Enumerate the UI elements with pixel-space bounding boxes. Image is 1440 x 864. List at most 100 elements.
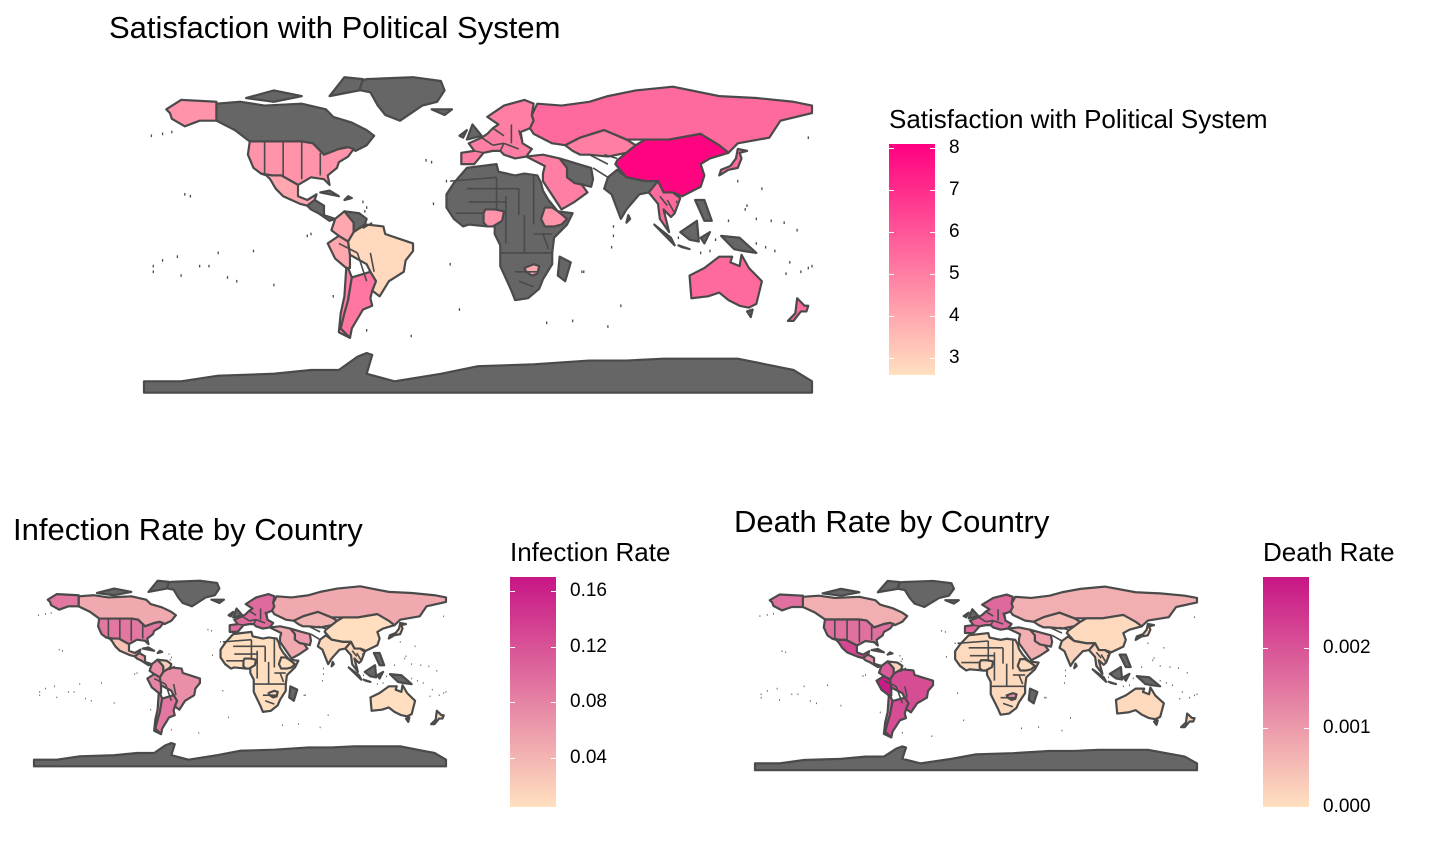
infection-small-island-dot bbox=[303, 694, 305, 696]
death-country-border bbox=[1003, 613, 1005, 621]
infection-small-island-dot bbox=[386, 675, 387, 678]
death-country-border bbox=[1052, 635, 1062, 641]
satisfaction-island-shape bbox=[432, 109, 452, 115]
infection-small-island-dot bbox=[362, 653, 363, 655]
infection-small-island-dot bbox=[319, 726, 321, 729]
death-island-shape bbox=[1109, 682, 1116, 684]
infection-region-peru bbox=[147, 674, 161, 693]
infection-small-island-dot bbox=[281, 724, 283, 726]
death-legend-tick-label: 0.002 bbox=[1323, 637, 1371, 659]
death-region-southeast-asia bbox=[1089, 643, 1110, 674]
infection-small-island-dot bbox=[411, 677, 413, 680]
satisfaction-small-island-dot bbox=[737, 179, 739, 183]
infection-small-island-dot bbox=[90, 700, 92, 702]
satisfaction-country-border bbox=[474, 151, 483, 153]
death-region-nigeria bbox=[980, 660, 994, 670]
death-island-shape bbox=[945, 600, 959, 603]
satisfaction-small-island-dot bbox=[700, 251, 702, 255]
death-legend-tick-mark bbox=[1304, 727, 1309, 729]
infection-legend-tick-mark bbox=[551, 590, 556, 592]
satisfaction-country-border bbox=[482, 138, 493, 146]
death-small-island-dot bbox=[797, 693, 799, 696]
infection-island-shape bbox=[143, 647, 154, 650]
infection-legend-tick-mark bbox=[510, 646, 515, 648]
death-small-island-dot bbox=[1153, 657, 1155, 659]
infection-small-island-dot bbox=[428, 665, 430, 668]
infection-small-island-dot bbox=[58, 648, 60, 651]
satisfaction-small-island-dot bbox=[152, 264, 154, 268]
satisfaction-small-island-dot bbox=[761, 187, 763, 190]
satisfaction-island-shape bbox=[344, 196, 351, 200]
death-region-iran bbox=[1030, 630, 1052, 647]
death-region-africa bbox=[955, 633, 1038, 715]
infection-region-japan bbox=[389, 623, 406, 639]
infection-small-island-dot bbox=[170, 728, 172, 731]
satisfaction-small-island-dot bbox=[571, 319, 574, 323]
death-small-island-dot bbox=[1147, 642, 1149, 645]
death-country-border bbox=[884, 681, 896, 687]
satisfaction-country-border bbox=[519, 281, 534, 287]
infection-small-island-dot bbox=[56, 696, 58, 699]
satisfaction-small-island-dot bbox=[199, 264, 201, 268]
infection-small-island-dot bbox=[207, 628, 209, 631]
satisfaction-small-island-dot bbox=[764, 245, 767, 249]
infection-small-island-dot bbox=[382, 682, 384, 684]
satisfaction-island-shape bbox=[626, 215, 630, 223]
satisfaction-small-island-dot bbox=[458, 308, 461, 311]
infection-island-shape bbox=[364, 680, 371, 682]
death-small-island-dot bbox=[803, 685, 805, 688]
satisfaction-region-alaska-usa bbox=[166, 100, 216, 126]
satisfaction-country-border bbox=[500, 143, 504, 151]
satisfaction-legend-tick-mark bbox=[930, 274, 935, 276]
infection-small-island-dot bbox=[445, 691, 447, 693]
satisfaction-small-island-dot bbox=[217, 251, 219, 255]
satisfaction-country-border bbox=[660, 196, 667, 205]
infection-region-iran bbox=[290, 629, 311, 646]
death-country-border bbox=[1096, 652, 1101, 658]
death-small-island-dot bbox=[865, 674, 866, 676]
satisfaction-small-island-dot bbox=[366, 329, 368, 332]
death-small-island-dot bbox=[809, 700, 811, 702]
satisfaction-legend-tick-mark bbox=[889, 190, 894, 192]
infection-small-island-dot bbox=[222, 690, 224, 692]
death-region-peru bbox=[877, 676, 892, 695]
satisfaction-small-island-dot bbox=[755, 217, 757, 221]
infection-small-island-dot bbox=[67, 691, 69, 693]
death-small-island-dot bbox=[1169, 666, 1171, 668]
death-legend-tick-mark bbox=[1263, 807, 1268, 808]
death-legend-tick-mark bbox=[1263, 727, 1268, 729]
death-small-island-dot bbox=[879, 711, 881, 714]
death-small-island-dot bbox=[785, 651, 787, 654]
infection-panel: Infection Rate by Country Infection Rate… bbox=[0, 420, 720, 864]
death-small-island-dot bbox=[1065, 669, 1067, 672]
infection-small-island-dot bbox=[79, 683, 81, 685]
infection-island-shape bbox=[406, 717, 409, 721]
satisfaction-small-island-dot bbox=[306, 234, 308, 238]
death-small-island-dot bbox=[1196, 693, 1198, 696]
death-small-island-dot bbox=[1063, 682, 1065, 684]
infection-small-island-dot bbox=[220, 641, 221, 643]
satisfaction-small-island-dot bbox=[744, 208, 746, 211]
death-small-island-dot bbox=[1038, 726, 1040, 728]
satisfaction-legend-tick-mark bbox=[930, 148, 935, 150]
death-country-border bbox=[986, 612, 993, 617]
death-small-island-dot bbox=[1186, 671, 1188, 674]
infection-country-border bbox=[242, 616, 249, 620]
satisfaction-small-island-dot bbox=[176, 255, 179, 258]
infection-island-shape bbox=[377, 672, 383, 679]
infection-small-island-dot bbox=[399, 641, 401, 643]
satisfaction-region-nigeria bbox=[484, 209, 504, 226]
satisfaction-island-shape bbox=[721, 236, 756, 253]
infection-country-border bbox=[256, 620, 265, 623]
infection-small-island-dot bbox=[212, 654, 213, 656]
death-island-shape bbox=[878, 581, 900, 592]
infection-country-border bbox=[249, 620, 256, 621]
infection-small-island-dot bbox=[39, 691, 41, 693]
death-island-shape bbox=[1029, 689, 1038, 704]
death-colorbar bbox=[1263, 577, 1309, 807]
satisfaction-country-border bbox=[519, 130, 523, 143]
satisfaction-small-island-dot bbox=[783, 221, 785, 224]
satisfaction-legend-tick-label: 7 bbox=[949, 179, 960, 201]
satisfaction-small-island-dot bbox=[252, 249, 255, 253]
infection-small-island-dot bbox=[422, 682, 424, 684]
